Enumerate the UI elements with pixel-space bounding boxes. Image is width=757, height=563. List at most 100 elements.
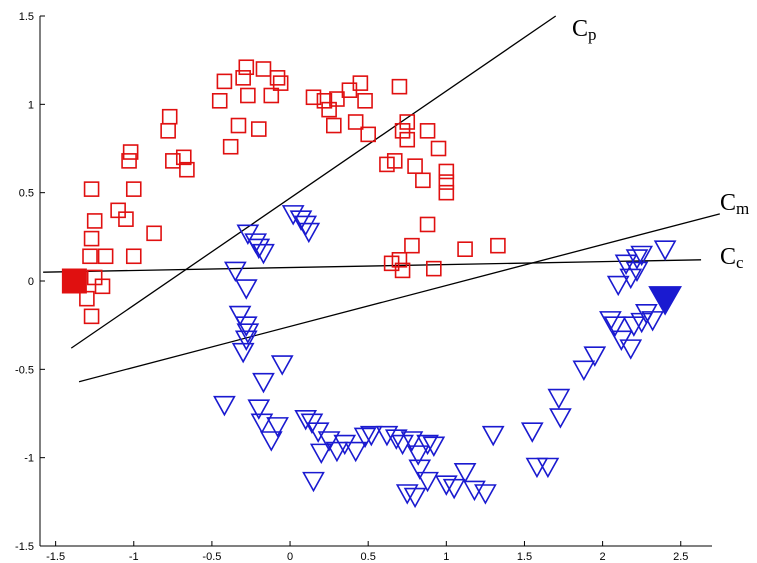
square-marker [379, 156, 395, 173]
square-marker [438, 174, 455, 190]
triangle-marker [614, 254, 638, 275]
triangle-marker [252, 372, 275, 394]
triangle-marker [630, 245, 654, 267]
triangle-marker [434, 475, 458, 496]
square-marker [79, 290, 95, 307]
triangle-marker [481, 425, 505, 447]
square-marker [386, 153, 403, 169]
square-marker [438, 163, 455, 180]
y-tick-label: -1.5 [15, 541, 34, 553]
y-tick-label: 0.5 [19, 188, 34, 200]
triangle-marker [395, 484, 419, 505]
triangle-marker [344, 441, 368, 463]
triangle-marker [234, 316, 258, 337]
line-label-cc: Cc [720, 244, 744, 272]
line-cm [78, 213, 720, 383]
square-marker [255, 61, 272, 77]
square-marker [240, 87, 256, 104]
triangle-marker [252, 243, 275, 265]
triangle-marker [583, 346, 607, 367]
square-marker [230, 117, 247, 134]
x-tick-label: 0 [287, 551, 293, 563]
square-marker [86, 213, 103, 229]
triangle-marker [247, 238, 271, 260]
triangle-marker [250, 413, 274, 434]
y-tick-label: -1 [24, 453, 34, 465]
filled-triangle-marker [648, 286, 682, 316]
square-marker [118, 211, 134, 227]
square-marker [250, 121, 267, 137]
square-marker [82, 248, 98, 265]
line-label-cm: Cm [720, 190, 749, 218]
square-marker [179, 161, 195, 178]
square-marker [457, 241, 473, 257]
triangle-marker [384, 429, 408, 450]
square-marker [86, 269, 103, 286]
square-marker [391, 252, 408, 268]
triangle-marker [622, 316, 646, 337]
triangle-marker [403, 487, 427, 509]
triangle-marker [213, 395, 236, 417]
triangle-marker [234, 330, 258, 351]
square-marker [430, 140, 447, 157]
triangle-marker [416, 471, 439, 493]
triangle-marker [635, 303, 658, 325]
triangle-marker [270, 355, 294, 376]
square-marker [269, 70, 286, 86]
triangle-marker [422, 436, 446, 457]
square-marker [110, 202, 126, 219]
square-marker [391, 78, 408, 95]
square-marker [235, 70, 251, 86]
square-marker [329, 91, 345, 107]
y-tick-label: 1.5 [19, 11, 34, 23]
square-marker [222, 138, 239, 155]
triangle-marker [234, 279, 258, 300]
square-marker [407, 158, 423, 174]
square-marker [399, 114, 416, 130]
square-marker [316, 93, 333, 109]
triangle-marker [353, 427, 377, 449]
square-marker [419, 123, 436, 139]
square-marker [97, 248, 114, 265]
triangle-marker [641, 311, 664, 332]
triangle-marker [416, 434, 439, 456]
x-tick-label: 2.5 [673, 551, 688, 563]
square-marker [415, 172, 431, 189]
x-tick-label: 0.5 [361, 551, 376, 563]
square-marker [146, 225, 162, 242]
triangle-marker [408, 459, 432, 480]
square-marker [419, 216, 436, 233]
square-marker [360, 126, 376, 143]
square-marker [83, 181, 100, 197]
triangle-marker [653, 240, 677, 261]
triangle-marker [259, 431, 283, 452]
square-marker [321, 101, 337, 118]
triangle-marker [236, 323, 260, 344]
square-marker [94, 278, 111, 295]
x-tick-label: -1 [129, 551, 139, 563]
triangle-marker [536, 457, 560, 479]
y-tick-label: 0 [28, 276, 34, 288]
triangle-marker [281, 205, 305, 226]
triangle-marker [572, 360, 596, 381]
triangle-marker [391, 434, 414, 456]
y-tick-label: 1 [28, 99, 34, 111]
triangle-marker [525, 457, 549, 479]
triangle-marker [606, 275, 630, 297]
triangle-marker [603, 316, 627, 337]
square-marker [272, 75, 289, 91]
triangle-marker [223, 261, 247, 283]
square-marker [438, 184, 455, 201]
line-cc [43, 259, 702, 273]
triangle-marker [547, 388, 571, 410]
square-marker [211, 93, 228, 109]
square-marker [83, 230, 100, 247]
decision-lines [43, 15, 720, 383]
triangle-marker [442, 478, 466, 500]
square-marker [399, 131, 416, 148]
data-points [61, 59, 682, 509]
square-marker [216, 73, 233, 90]
triangle-marker [266, 417, 289, 438]
line-label-cp: Cp [572, 16, 597, 44]
